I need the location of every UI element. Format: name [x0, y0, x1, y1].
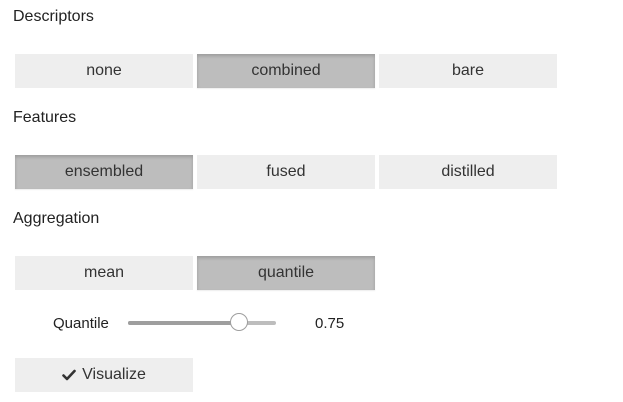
features-option-distilled[interactable]: distilled — [379, 155, 557, 189]
descriptors-toggle-group: none combined bare — [15, 54, 557, 88]
check-icon — [62, 368, 76, 382]
aggregation-option-mean[interactable]: mean — [15, 256, 193, 290]
aggregation-label: Aggregation — [13, 210, 100, 227]
quantile-slider-value: 0.75 — [315, 314, 345, 332]
descriptors-label: Descriptors — [13, 8, 94, 25]
quantile-slider-track[interactable] — [128, 313, 276, 331]
descriptors-option-bare[interactable]: bare — [379, 54, 557, 88]
descriptors-option-none[interactable]: none — [15, 54, 193, 88]
visualize-button-label: Visualize — [82, 366, 146, 383]
quantile-slider-row: Quantile 0.75 — [53, 311, 344, 335]
aggregation-option-quantile[interactable]: quantile — [197, 256, 375, 290]
quantile-slider-handle[interactable] — [230, 313, 248, 331]
aggregation-toggle-group: mean quantile — [15, 256, 375, 290]
features-option-ensembled[interactable]: ensembled — [15, 155, 193, 189]
descriptors-option-combined[interactable]: combined — [197, 54, 375, 88]
quantile-slider-label: Quantile — [53, 314, 109, 332]
features-label: Features — [13, 109, 77, 126]
quantile-slider-fill — [128, 321, 239, 325]
visualize-button[interactable]: Visualize — [15, 358, 193, 392]
features-toggle-group: ensembled fused distilled — [15, 155, 557, 189]
features-option-fused[interactable]: fused — [197, 155, 375, 189]
